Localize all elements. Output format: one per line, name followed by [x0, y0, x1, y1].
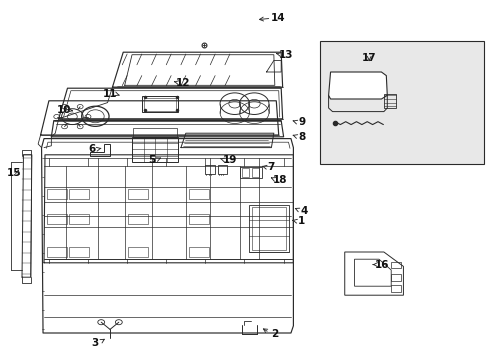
Bar: [128, 247, 147, 257]
Text: 12: 12: [176, 78, 190, 88]
Bar: [69, 214, 89, 224]
Text: 14: 14: [270, 13, 285, 23]
Polygon shape: [328, 72, 386, 99]
Text: 8: 8: [298, 132, 305, 142]
Bar: [390, 262, 400, 268]
Bar: [205, 165, 215, 174]
Bar: [251, 207, 285, 250]
Text: 10: 10: [56, 105, 71, 115]
Text: 3: 3: [92, 338, 99, 348]
Bar: [320, 41, 483, 164]
Polygon shape: [354, 259, 390, 286]
Text: 13: 13: [278, 50, 292, 60]
Text: 11: 11: [102, 89, 117, 99]
Text: 17: 17: [361, 53, 376, 63]
Bar: [69, 247, 89, 257]
Bar: [251, 168, 259, 177]
Text: 4: 4: [300, 206, 307, 216]
Text: 5: 5: [148, 155, 155, 165]
Bar: [390, 274, 400, 281]
Bar: [142, 96, 178, 112]
Text: 9: 9: [298, 117, 305, 127]
Bar: [242, 168, 249, 177]
Bar: [390, 285, 400, 292]
Bar: [132, 137, 178, 162]
Bar: [47, 247, 67, 257]
Bar: [217, 165, 227, 174]
Bar: [189, 214, 208, 224]
Text: 15: 15: [6, 168, 21, 178]
Polygon shape: [344, 252, 403, 295]
Bar: [128, 214, 147, 224]
Bar: [128, 189, 147, 199]
Bar: [239, 167, 261, 178]
Bar: [189, 247, 208, 257]
Bar: [249, 205, 288, 252]
Bar: [47, 189, 67, 199]
Text: 7: 7: [267, 162, 275, 172]
Text: 19: 19: [222, 155, 237, 165]
Bar: [144, 98, 176, 111]
Text: 2: 2: [271, 329, 278, 339]
Bar: [47, 214, 67, 224]
Bar: [133, 128, 177, 137]
Text: 18: 18: [272, 175, 287, 185]
Text: 16: 16: [374, 260, 389, 270]
Text: 6: 6: [88, 144, 95, 154]
Bar: [69, 189, 89, 199]
Bar: [383, 94, 395, 108]
Text: 1: 1: [298, 216, 305, 226]
Bar: [189, 189, 208, 199]
